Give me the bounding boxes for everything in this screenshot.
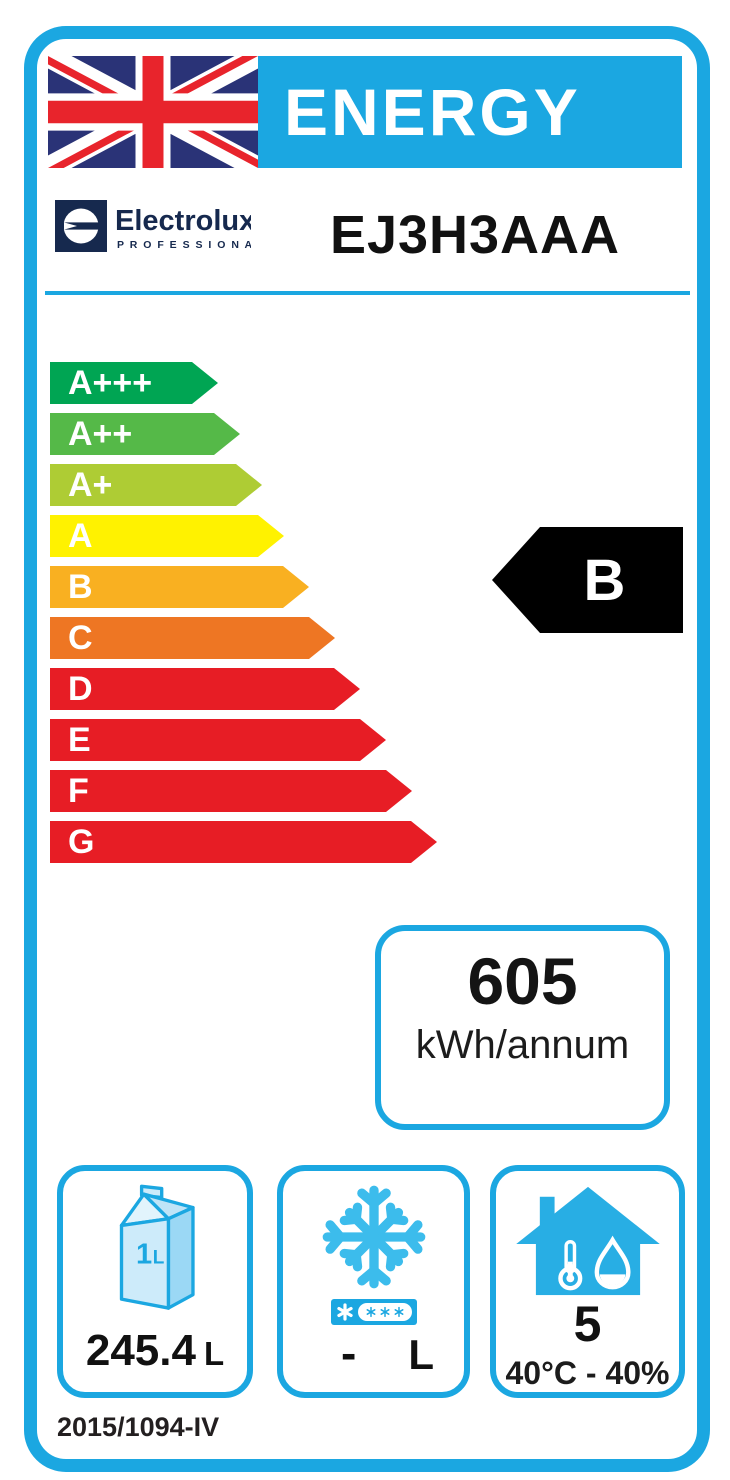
milk-carton-icon: 1 L: [119, 1184, 195, 1310]
rating-arrow-a: A: [50, 515, 284, 557]
fresh-volume-unit: L: [203, 1335, 225, 1372]
climate-range: 40°C - 40%: [505, 1355, 670, 1391]
freezer-star-rating-icon: [330, 1299, 417, 1325]
frozen-volume-value: -: [341, 1327, 357, 1379]
electrolux-wordmark: Electrolux: [115, 205, 251, 237]
electrolux-logo: Electrolux P R O F E S S I O N A L: [55, 200, 251, 252]
snowflake-icon: [318, 1181, 430, 1293]
climate-class-value: 5: [573, 1296, 602, 1352]
climate-class-box: 5 40°C - 40%: [490, 1165, 685, 1398]
rating-arrow-a2: A++: [50, 413, 240, 455]
rating-arrow-e: E: [50, 719, 386, 761]
selected-grade-letter: B: [583, 547, 626, 613]
energy-title: ENERGY: [284, 75, 581, 149]
energy-consumption-unit: kWh/annum: [415, 1023, 630, 1067]
fresh-volume-box: 1 L 245.4 L: [57, 1165, 253, 1398]
carton-volume-unit: L: [153, 1247, 165, 1268]
header-divider: [45, 291, 690, 295]
model-number: EJ3H3AAA: [329, 205, 621, 265]
energy-consumption-box: 605 kWh/annum: [375, 925, 670, 1130]
rating-arrow-d: D: [50, 668, 360, 710]
rating-arrow-a1: A+: [50, 464, 262, 506]
rating-arrow-c: C: [50, 617, 335, 659]
house-climate-icon: [515, 1186, 660, 1296]
fresh-volume-value-row: 245.4 L: [86, 1326, 224, 1376]
label-border: [24, 26, 710, 1472]
fresh-volume-value: 245.4: [85, 1326, 196, 1375]
rating-arrow-g: G: [50, 821, 437, 863]
carton-volume-number: 1: [136, 1238, 152, 1270]
union-jack-flag-icon: [48, 56, 258, 168]
frozen-volume-value-row: - L: [283, 1326, 464, 1380]
energy-banner: ENERGY: [258, 56, 682, 168]
frozen-volume-box: - L: [277, 1165, 470, 1398]
rating-scale: A+++ A++ A+ A B C D E F G: [50, 362, 437, 872]
rating-arrow-b: B: [50, 566, 309, 608]
frozen-volume-unit: L: [408, 1331, 434, 1378]
energy-consumption-value: 605: [467, 944, 578, 1018]
regulation-reference: 2015/1094-IV: [57, 1412, 220, 1442]
rating-arrow-a3: A+++: [50, 362, 218, 404]
rating-arrow-f: F: [50, 770, 412, 812]
professional-wordmark: P R O F E S S I O N A L: [117, 239, 251, 251]
